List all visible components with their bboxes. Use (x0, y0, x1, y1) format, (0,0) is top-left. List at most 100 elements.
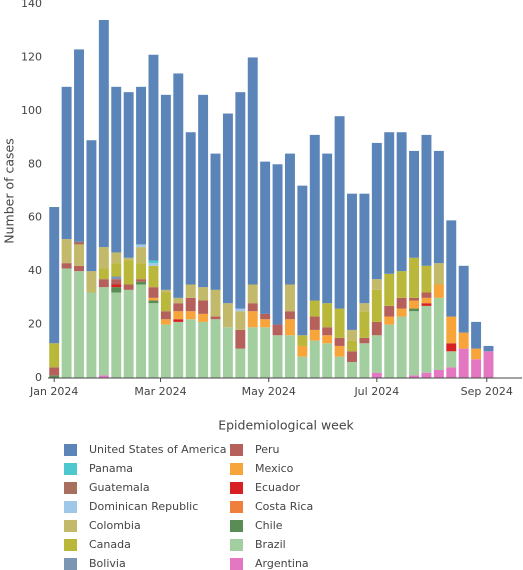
bar-segment (347, 351, 357, 362)
bar-segment (334, 308, 345, 338)
bar-segment (260, 327, 271, 378)
bar-segment (235, 311, 246, 330)
bar-segment (446, 316, 457, 344)
bar-segment (111, 263, 122, 277)
bar-segment (111, 86, 122, 253)
bar-segment (86, 292, 97, 378)
bar-segment (160, 311, 171, 320)
y-tick-label: 40 (28, 264, 42, 277)
bar-segment (111, 279, 122, 285)
y-tick-label: 80 (28, 157, 42, 170)
bar-segment (458, 348, 469, 378)
bar-segment (371, 279, 382, 290)
bar-segment (260, 319, 271, 328)
legend-label: Panama (89, 462, 133, 475)
y-tick-label: 60 (28, 211, 42, 224)
bar-segment (322, 343, 333, 378)
bar-segment (198, 94, 209, 288)
bar-segment (247, 57, 258, 285)
bar-segment (384, 324, 395, 378)
bar-segment (136, 263, 147, 280)
bar-segment (384, 132, 395, 274)
bar-segment (334, 345, 345, 357)
bar-segment (272, 324, 283, 336)
bar-segment (136, 279, 147, 282)
bar-segment (409, 311, 420, 376)
bar-segment (160, 319, 171, 325)
bar-segment (160, 324, 171, 378)
bar-segment (61, 263, 72, 269)
bar-segment (74, 244, 84, 266)
bar-segment (136, 247, 147, 264)
bar-segment (322, 153, 333, 304)
legend-label: Bolivia (89, 557, 126, 570)
bar-segment (446, 367, 457, 378)
bar-segment (396, 271, 407, 298)
bar-segment (371, 372, 382, 378)
bar-segment (396, 316, 407, 378)
bar-segment (421, 297, 432, 304)
bar-segment (185, 297, 196, 312)
bar-segment (371, 289, 382, 322)
bar-segment (198, 313, 209, 322)
bar-segment (49, 367, 60, 376)
bar-segment (285, 153, 295, 285)
bar-segment (136, 86, 147, 245)
y-tick-label: 100 (21, 104, 42, 117)
bar-segment (198, 287, 209, 301)
bar-segment (86, 271, 97, 293)
x-tick-label: Mar 2024 (134, 385, 186, 398)
legend-label: Costa Rica (255, 500, 313, 513)
bar-segment (371, 142, 382, 280)
bar-segment (483, 345, 494, 352)
x-tick-label: May 2024 (242, 385, 296, 398)
bar-segment (446, 343, 457, 352)
bar-segment (322, 335, 333, 344)
legend-label: Chile (255, 519, 283, 532)
bar-segment (222, 327, 233, 378)
bar-segment (148, 265, 159, 288)
bar-segment (247, 303, 258, 312)
bar-segment (49, 375, 60, 378)
legend-label: United States of America (89, 443, 226, 456)
bar-segment (111, 252, 122, 264)
bar-segment (173, 321, 184, 378)
bar-segment (111, 284, 122, 288)
bar-segment (359, 303, 370, 312)
bar-segment (396, 297, 407, 309)
bar-segment (384, 273, 395, 306)
bar-segment (111, 292, 122, 378)
bar-segment (458, 265, 469, 333)
bar-segment (396, 308, 407, 317)
bar-segment (359, 343, 370, 378)
bar-segment (235, 348, 246, 378)
bar-segment (347, 329, 357, 341)
bar-segment (185, 284, 196, 298)
legend-swatch (64, 444, 77, 456)
bar-segment (309, 329, 320, 341)
legend-label: Guatemala (89, 481, 150, 494)
legend-swatch (64, 482, 77, 494)
legend-swatch (64, 558, 77, 570)
bar-segment (160, 292, 171, 312)
bar-segment (471, 348, 482, 360)
legend-swatch (64, 520, 77, 532)
bar-segment (210, 319, 221, 378)
bar-segment (347, 340, 357, 352)
x-tick-label: Jul 2024 (353, 385, 399, 398)
bar-segment (98, 287, 109, 376)
y-axis-title: Number of cases (2, 138, 17, 243)
bar-segment (433, 369, 444, 378)
legend-label: Brazil (255, 538, 286, 551)
legend-label: Peru (255, 443, 280, 456)
bar-segment (148, 297, 159, 301)
bar-segment (185, 311, 196, 320)
bar-segment (371, 321, 382, 336)
bar-segment (409, 308, 420, 312)
bar-segment (458, 332, 469, 349)
legend-swatch (230, 463, 243, 475)
bar-segment (111, 276, 122, 280)
bar-segment (61, 86, 72, 240)
bar-segment (285, 284, 295, 312)
